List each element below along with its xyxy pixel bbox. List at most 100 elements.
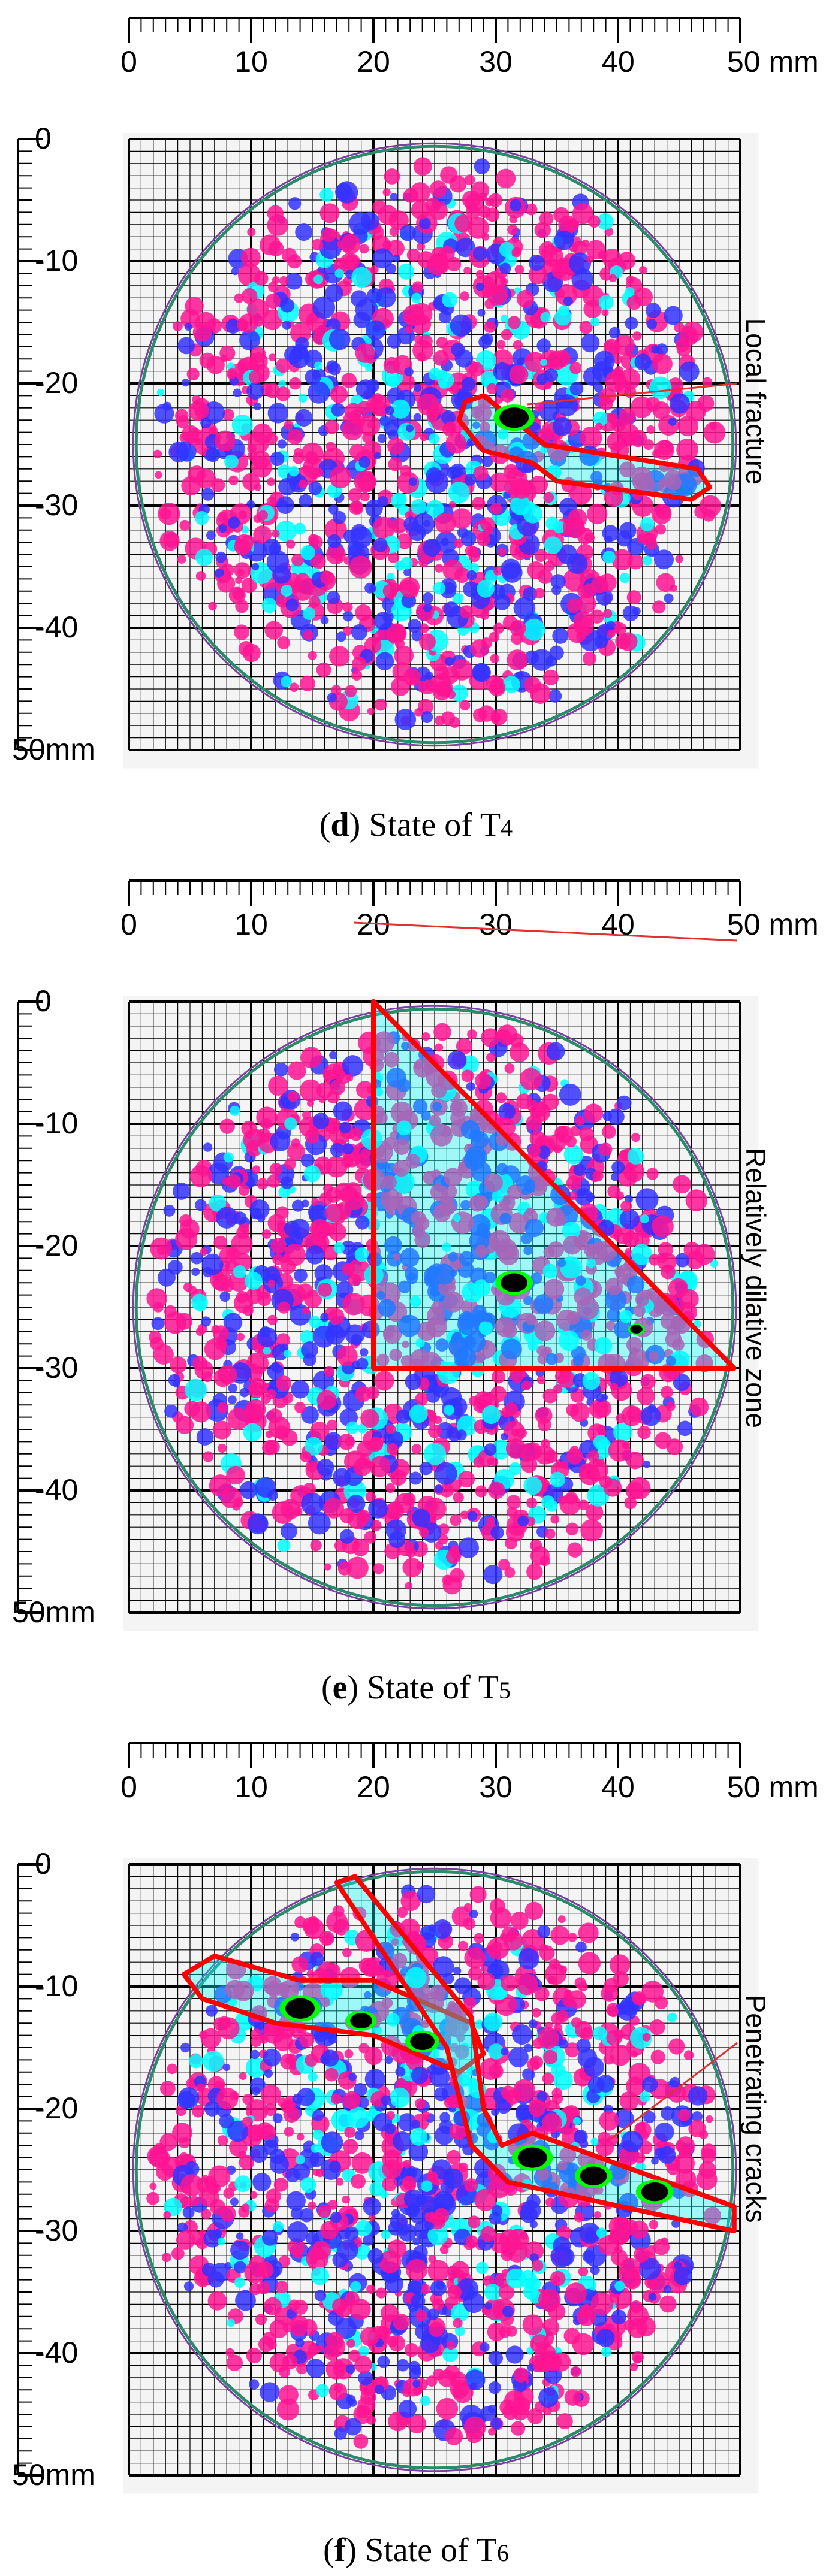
- speckle: [276, 358, 290, 373]
- speckle: [409, 2128, 428, 2146]
- speckle: [426, 2375, 438, 2387]
- speckle: [340, 234, 361, 255]
- top-ruler: 0 10 20 30 40 50 mm: [120, 879, 819, 941]
- speckle: [396, 493, 407, 504]
- speckle: [655, 1996, 668, 2010]
- speckle: [281, 1429, 298, 1446]
- speckle: [279, 1980, 300, 2000]
- speckle: [388, 2335, 405, 2352]
- speckle: [582, 2250, 596, 2263]
- speckle: [268, 282, 279, 292]
- speckle: [635, 1188, 659, 1211]
- speckle: [456, 1038, 472, 1054]
- speckle: [439, 2112, 450, 2123]
- speckle: [226, 1465, 245, 1485]
- speckle: [593, 1434, 608, 1450]
- speckle: [278, 1301, 290, 1314]
- speckle: [405, 1933, 427, 1955]
- speckle: [602, 1111, 613, 1121]
- speckle: [284, 1117, 297, 1130]
- speckle: [308, 1511, 331, 1535]
- speckle: [204, 2101, 220, 2117]
- speckle: [507, 649, 528, 671]
- speckle: [658, 2146, 676, 2164]
- speckle: [306, 2359, 325, 2378]
- speckle: [607, 1308, 621, 1322]
- speckle: [524, 352, 545, 372]
- speckle: [299, 494, 312, 508]
- speckle: [327, 2200, 338, 2210]
- speckle: [384, 1236, 402, 1254]
- speckle: [668, 418, 677, 426]
- speckle: [596, 213, 614, 230]
- speckle: [463, 1917, 475, 1930]
- speckle: [349, 2299, 371, 2320]
- speckle: [305, 369, 321, 386]
- specimen-boundary-outer: [132, 1005, 737, 1610]
- speckle: [260, 234, 281, 256]
- x-tick-label: 30: [479, 908, 513, 941]
- speckle: [233, 388, 242, 397]
- speckle: [168, 1374, 181, 1387]
- speckle: [264, 2103, 277, 2117]
- speckle: [302, 1307, 310, 1315]
- speckle: [605, 621, 616, 632]
- speckle: [642, 2076, 658, 2093]
- speckle: [238, 1184, 250, 1196]
- speckle: [358, 456, 370, 468]
- speckle: [683, 2050, 694, 2060]
- speckle: [215, 2080, 224, 2090]
- speckle: [283, 1244, 306, 1266]
- speckle: [447, 2149, 461, 2164]
- speckle: [664, 593, 674, 603]
- speckle: [464, 473, 477, 486]
- speckle: [217, 2017, 240, 2040]
- speckle: [545, 516, 559, 531]
- speckle: [355, 1386, 372, 1402]
- speckle: [563, 1989, 572, 1998]
- speckle: [598, 2235, 619, 2255]
- speckle: [235, 576, 243, 584]
- speckle: [486, 1053, 496, 1062]
- speckle: [400, 557, 413, 570]
- speckle: [551, 2093, 563, 2105]
- speckle: [481, 334, 490, 343]
- speckle: [408, 2142, 429, 2162]
- speckle: [400, 1355, 414, 1368]
- speckle: [404, 367, 414, 377]
- speckle: [415, 1338, 425, 1348]
- speckle: [318, 2205, 331, 2218]
- speckle: [607, 629, 616, 638]
- speckle: [282, 321, 292, 330]
- speckle: [487, 2405, 496, 2414]
- speckle: [270, 1362, 281, 1372]
- speckle: [542, 2112, 562, 2133]
- speckle: [351, 2173, 366, 2189]
- speckle: [567, 1542, 583, 1558]
- speckle: [387, 334, 402, 349]
- speckle: [509, 1042, 530, 1063]
- speckle: [350, 2281, 361, 2293]
- speckle: [398, 263, 415, 280]
- speckle: [278, 380, 287, 388]
- speckle: [525, 1314, 537, 1325]
- speckle: [228, 586, 246, 604]
- speckle: [667, 2084, 686, 2103]
- speckle: [602, 249, 622, 268]
- speckle: [348, 1273, 361, 1287]
- speckle: [312, 296, 336, 319]
- speckle: [412, 2380, 421, 2388]
- speckle: [619, 2258, 641, 2279]
- speckle: [387, 1443, 399, 1455]
- speckle: [450, 1514, 462, 1526]
- speckle: [393, 1253, 401, 1261]
- speckle: [288, 465, 300, 477]
- speckle: [683, 1241, 700, 1258]
- speckle: [497, 428, 508, 440]
- speckle: [300, 2177, 316, 2193]
- speckle: [350, 526, 373, 549]
- speckle: [483, 1565, 503, 1585]
- speckle: [557, 2161, 568, 2171]
- speckle: [466, 1082, 475, 1092]
